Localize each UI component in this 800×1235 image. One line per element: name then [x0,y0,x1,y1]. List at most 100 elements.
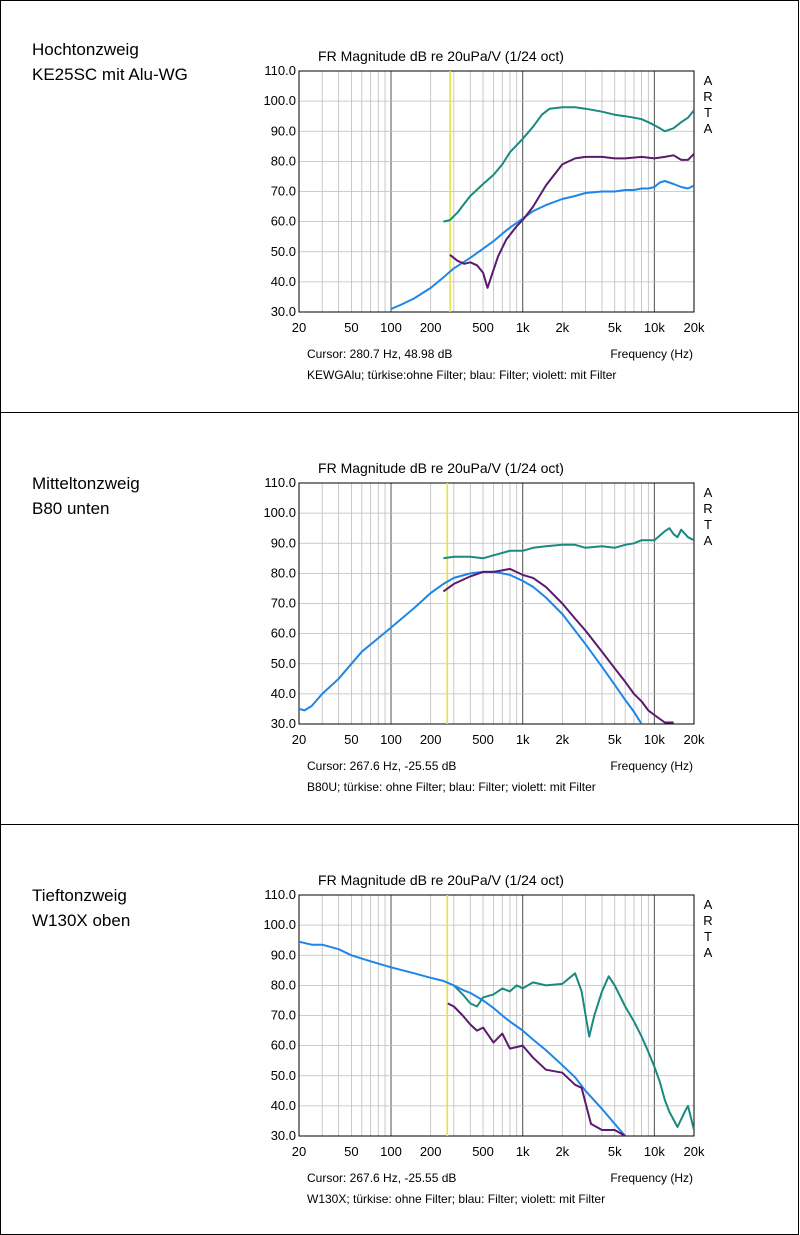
watermark-letter: T [704,517,712,532]
panel-title-line2: KE25SC mit Alu-WG [32,65,188,84]
panel-hochton: Hochtonzweig KE25SC mit Alu-WG FR Magnit… [0,0,799,413]
x-tick-label: 500 [472,732,494,747]
watermark-letter: A [704,897,713,912]
x-tick-label: 20k [684,320,705,335]
y-tick-label: 30.0 [271,304,296,319]
panel-title: Hochtonzweig KE25SC mit Alu-WG [32,37,188,87]
watermark-letter: R [703,913,712,928]
frequency-response-chart: FR Magnitude dB re 20uPa/V (1/24 oct) 11… [263,460,713,794]
y-tick-label: 100.0 [263,505,296,520]
x-tick-label: 100 [380,1144,402,1159]
y-tick-label: 60.0 [271,626,296,641]
series-line-blau [299,940,626,1136]
x-tick-label: 2k [555,1144,569,1159]
x-tick-label: 100 [380,732,402,747]
series-line-tuerkis [453,972,694,1131]
watermark-letter: R [703,501,712,516]
series-line-tuerkis [443,527,694,560]
panel-title-line2: W130X oben [32,911,131,930]
legend-note: KEWGAlu; türkise:ohne Filter; blau: Filt… [307,368,616,382]
frequency-response-chart: FR Magnitude dB re 20uPa/V (1/24 oct) 11… [263,48,713,382]
y-tick-label: 50.0 [271,1068,296,1083]
chart-title: FR Magnitude dB re 20uPa/V (1/24 oct) [318,460,564,476]
panel-mittelton: Mitteltonzweig B80 unten FR Magnitude dB… [0,412,799,825]
y-tick-label: 60.0 [271,1038,296,1053]
x-tick-label: 20 [292,320,306,335]
y-tick-label: 90.0 [271,947,296,962]
x-tick-label: 200 [420,1144,442,1159]
cursor-readout: Cursor: 267.6 Hz, -25.55 dB [307,1171,456,1185]
y-tick-label: 80.0 [271,977,296,992]
panel-tiefton: Tieftonzweig W130X oben FR Magnitude dB … [0,824,799,1235]
watermark-letter: R [703,89,712,104]
x-tick-label: 10k [644,1144,665,1159]
legend-note: B80U; türkise: ohne Filter; blau: Filter… [307,780,596,794]
x-tick-label: 500 [472,1144,494,1159]
watermark-letter: A [704,73,713,88]
watermark-letter: A [704,485,713,500]
x-tick-label: 20k [684,732,705,747]
x-tick-label: 5k [608,732,622,747]
panel-title-line1: Tieftonzweig [32,886,127,905]
plot-frame [298,70,695,313]
y-tick-label: 90.0 [271,535,296,550]
x-axis-label: Frequency (Hz) [610,759,693,773]
x-tick-label: 10k [644,732,665,747]
series-line-violett [442,567,674,724]
legend-note: W130X; türkise: ohne Filter; blau: Filte… [307,1192,605,1206]
y-tick-label: 50.0 [271,656,296,671]
y-tick-label: 80.0 [271,565,296,580]
y-tick-label: 70.0 [271,1008,296,1023]
x-tick-label: 1k [516,1144,530,1159]
y-tick-label: 30.0 [271,1128,296,1143]
x-axis-label: Frequency (Hz) [610,1171,693,1185]
cursor-readout: Cursor: 280.7 Hz, 48.98 dB [307,347,452,361]
y-tick-label: 100.0 [263,93,296,108]
x-tick-label: 200 [420,732,442,747]
x-tick-label: 20 [292,1144,306,1159]
plot-frame [298,894,695,1137]
x-tick-label: 20k [684,1144,705,1159]
y-tick-label: 60.0 [271,214,296,229]
y-tick-label: 40.0 [271,686,296,701]
cursor-readout: Cursor: 267.6 Hz, -25.55 dB [307,759,456,773]
panel-title: Mitteltonzweig B80 unten [32,471,140,521]
x-axis-label: Frequency (Hz) [610,347,693,361]
panel-title-line1: Hochtonzweig [32,40,139,59]
watermark-letter: A [704,945,713,960]
y-tick-label: 40.0 [271,1098,296,1113]
x-tick-label: 50 [344,1144,358,1159]
series-line-blau [390,180,694,310]
x-tick-label: 100 [380,320,402,335]
x-tick-label: 5k [608,1144,622,1159]
x-tick-label: 1k [516,320,530,335]
y-tick-label: 70.0 [271,596,296,611]
watermark-letter: T [704,105,712,120]
y-tick-label: 110.0 [264,63,296,78]
x-tick-label: 5k [608,320,622,335]
panel-title-line1: Mitteltonzweig [32,474,140,493]
x-tick-label: 2k [555,732,569,747]
watermark-letter: A [704,121,713,136]
x-tick-label: 50 [344,320,358,335]
x-tick-label: 20 [292,732,306,747]
panel-title-line2: B80 unten [32,499,110,518]
series-line-violett [449,153,694,289]
y-tick-label: 90.0 [271,123,296,138]
x-tick-label: 500 [472,320,494,335]
y-tick-label: 40.0 [271,274,296,289]
watermark-letter: A [704,533,713,548]
x-tick-label: 200 [420,320,442,335]
panel-title: Tieftonzweig W130X oben [32,883,130,933]
plot-frame [298,482,695,725]
y-tick-label: 50.0 [271,244,296,259]
series-line-tuerkis [443,106,694,223]
y-tick-label: 100.0 [263,917,296,932]
x-tick-label: 2k [555,320,569,335]
series-line-violett [447,1002,626,1136]
frequency-response-chart: FR Magnitude dB re 20uPa/V (1/24 oct) 11… [263,872,713,1206]
y-tick-label: 110.0 [264,887,296,902]
x-tick-label: 1k [516,732,530,747]
x-tick-label: 10k [644,320,665,335]
chart-title: FR Magnitude dB re 20uPa/V (1/24 oct) [318,48,564,64]
